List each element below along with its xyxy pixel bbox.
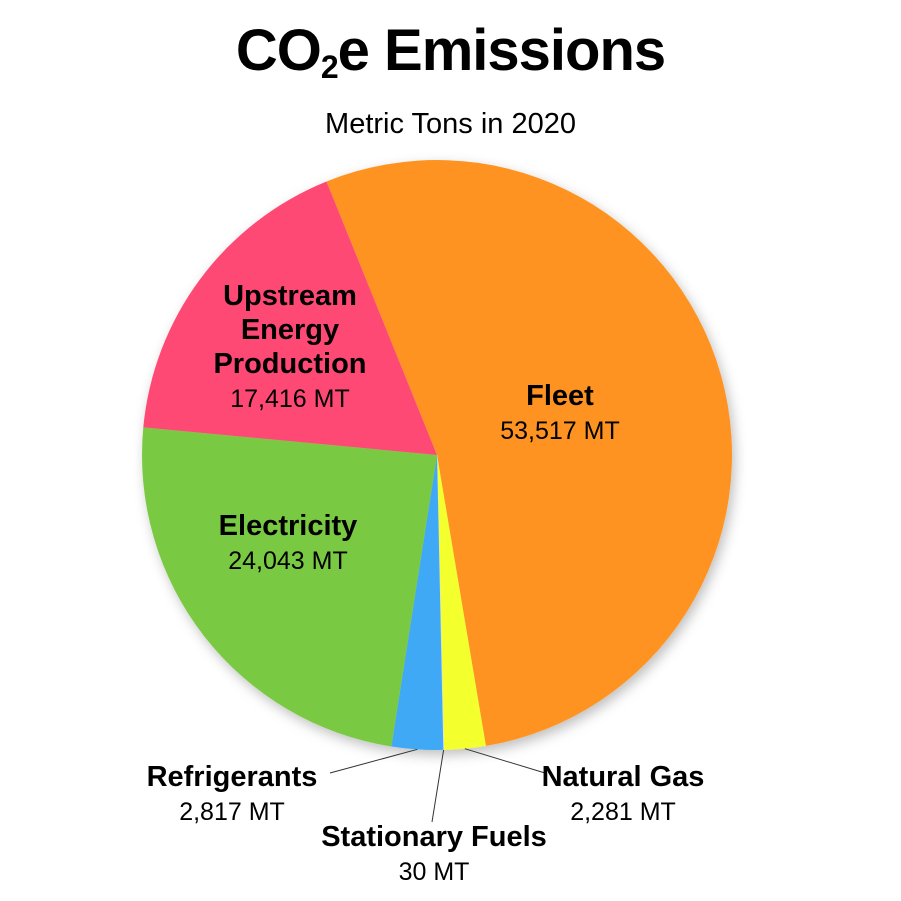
slice-value-stationary-fuels: 30 MT xyxy=(399,858,470,886)
pie-slice-refrigerants xyxy=(391,455,444,750)
slice-label-stationary-fuels: Stationary Fuels xyxy=(321,821,547,853)
slice-label-upstream-energy-production: Energy xyxy=(241,314,339,346)
chart-title: CO2e Emissions xyxy=(235,18,666,85)
leader-line-refrigerants xyxy=(329,748,418,774)
slice-value-fleet: 53,517 MT xyxy=(500,417,620,445)
slice-label-upstream-energy-production: Production xyxy=(213,348,366,380)
slice-label-electricity: Electricity xyxy=(219,510,358,542)
leader-line-natural-gas xyxy=(464,748,546,774)
slice-label-natural-gas: Natural Gas xyxy=(542,761,705,793)
slice-value-natural-gas: 2,281 MT xyxy=(570,798,676,826)
slice-value-electricity: 24,043 MT xyxy=(228,547,348,575)
chart-subtitle: Metric Tons in 2020 xyxy=(325,108,576,140)
slice-label-upstream-energy-production: Upstream xyxy=(223,280,357,312)
pie-slice-electricity xyxy=(141,427,438,747)
slice-label-fleet: Fleet xyxy=(526,380,594,412)
pie-slice-fleet xyxy=(326,159,732,746)
leader-line-stationary-fuels xyxy=(431,749,445,823)
slice-value-refrigerants: 2,817 MT xyxy=(179,798,285,826)
pie-slice-upstream-energy-production xyxy=(143,181,438,456)
slice-value-upstream-energy-production: 17,416 MT xyxy=(230,385,350,413)
slice-label-refrigerants: Refrigerants xyxy=(147,761,318,793)
pie-slice-natural-gas xyxy=(437,455,486,750)
